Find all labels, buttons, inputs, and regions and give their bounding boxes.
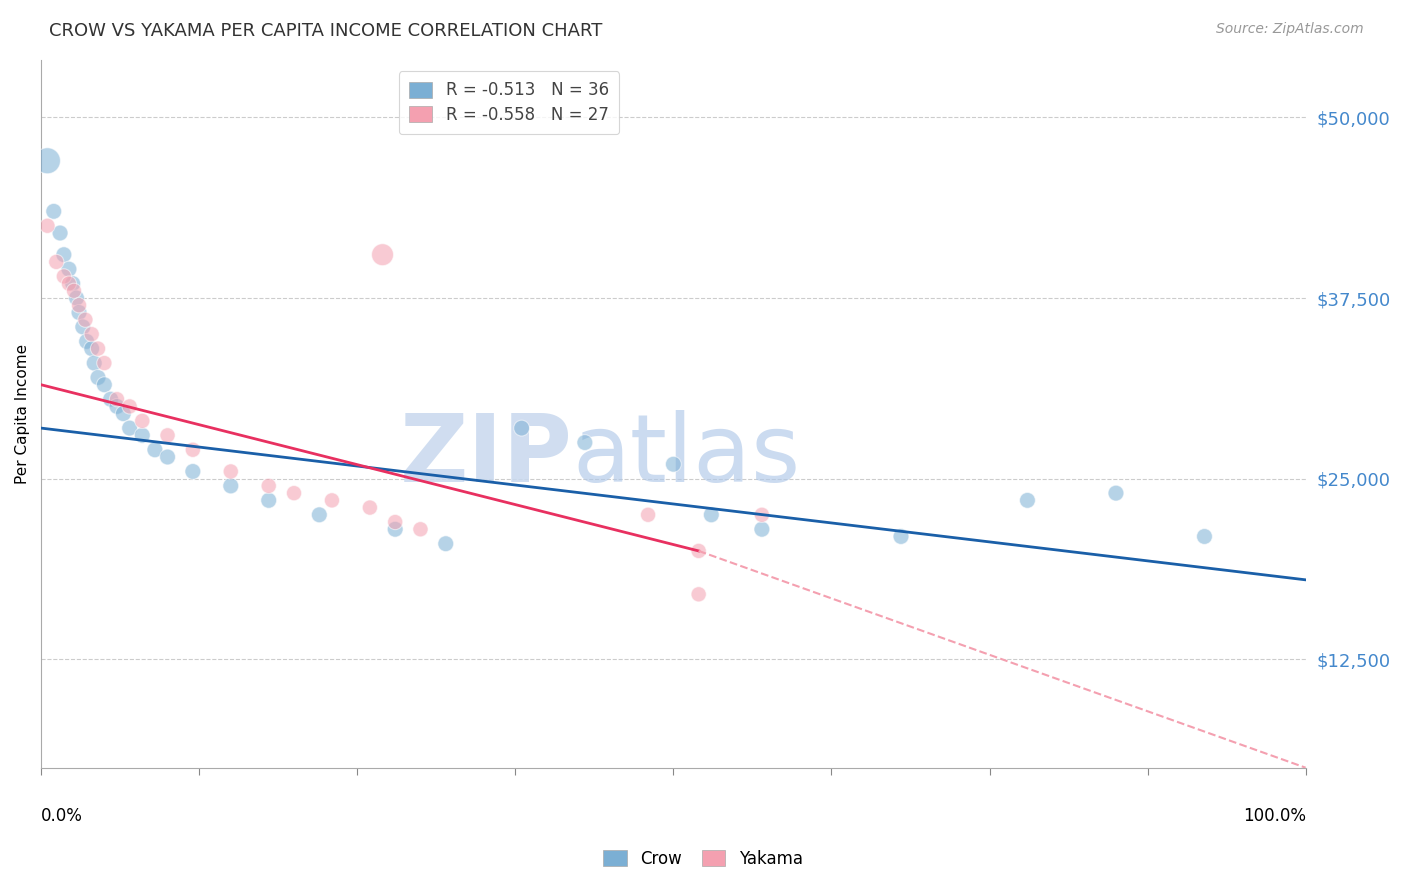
Point: [700, 508, 723, 522]
Point: [384, 522, 406, 536]
Point: [93, 377, 115, 392]
Point: [371, 248, 394, 262]
Point: [1194, 529, 1216, 543]
Point: [751, 522, 773, 536]
Point: [37, 219, 59, 233]
Point: [890, 529, 912, 543]
Text: 100.0%: 100.0%: [1243, 806, 1306, 824]
Text: CROW VS YAKAMA PER CAPITA INCOME CORRELATION CHART: CROW VS YAKAMA PER CAPITA INCOME CORRELA…: [49, 22, 603, 40]
Point: [42, 204, 65, 219]
Point: [751, 508, 773, 522]
Point: [67, 298, 90, 312]
Point: [131, 414, 153, 428]
Point: [257, 479, 280, 493]
Point: [409, 522, 432, 536]
Point: [76, 334, 98, 349]
Point: [83, 356, 105, 370]
Point: [63, 284, 86, 298]
Point: [156, 428, 179, 442]
Point: [1105, 486, 1128, 500]
Point: [131, 428, 153, 442]
Point: [257, 493, 280, 508]
Point: [75, 312, 97, 326]
Legend: Crow, Yakama: Crow, Yakama: [596, 844, 810, 875]
Point: [105, 400, 128, 414]
Point: [93, 356, 115, 370]
Legend: R = -0.513   N = 36, R = -0.558   N = 27: R = -0.513 N = 36, R = -0.558 N = 27: [399, 71, 619, 134]
Point: [1017, 493, 1039, 508]
Point: [308, 508, 330, 522]
Point: [359, 500, 381, 515]
Point: [58, 262, 80, 277]
Point: [510, 421, 533, 435]
Point: [283, 486, 305, 500]
Point: [37, 153, 59, 168]
Point: [112, 407, 135, 421]
Point: [80, 342, 103, 356]
Point: [181, 442, 204, 457]
Point: [58, 277, 80, 291]
Point: [52, 248, 75, 262]
Point: [384, 515, 406, 529]
Point: [67, 305, 90, 319]
Point: [574, 435, 596, 450]
Point: [219, 465, 242, 479]
Point: [434, 537, 457, 551]
Point: [143, 442, 166, 457]
Text: Source: ZipAtlas.com: Source: ZipAtlas.com: [1216, 22, 1364, 37]
Point: [52, 269, 75, 284]
Y-axis label: Per Capita Income: Per Capita Income: [15, 343, 30, 483]
Point: [65, 291, 87, 305]
Point: [105, 392, 128, 407]
Point: [100, 392, 122, 407]
Point: [181, 465, 204, 479]
Point: [72, 320, 94, 334]
Point: [637, 508, 659, 522]
Point: [49, 226, 72, 240]
Point: [87, 370, 110, 384]
Point: [118, 400, 141, 414]
Text: 0.0%: 0.0%: [41, 806, 83, 824]
Text: atlas: atlas: [572, 410, 800, 502]
Point: [688, 587, 710, 601]
Point: [321, 493, 343, 508]
Point: [118, 421, 141, 435]
Point: [156, 450, 179, 464]
Point: [45, 255, 67, 269]
Point: [87, 342, 110, 356]
Point: [688, 544, 710, 558]
Point: [219, 479, 242, 493]
Point: [80, 327, 103, 342]
Text: ZIP: ZIP: [399, 410, 572, 502]
Point: [662, 457, 685, 471]
Point: [62, 277, 84, 291]
